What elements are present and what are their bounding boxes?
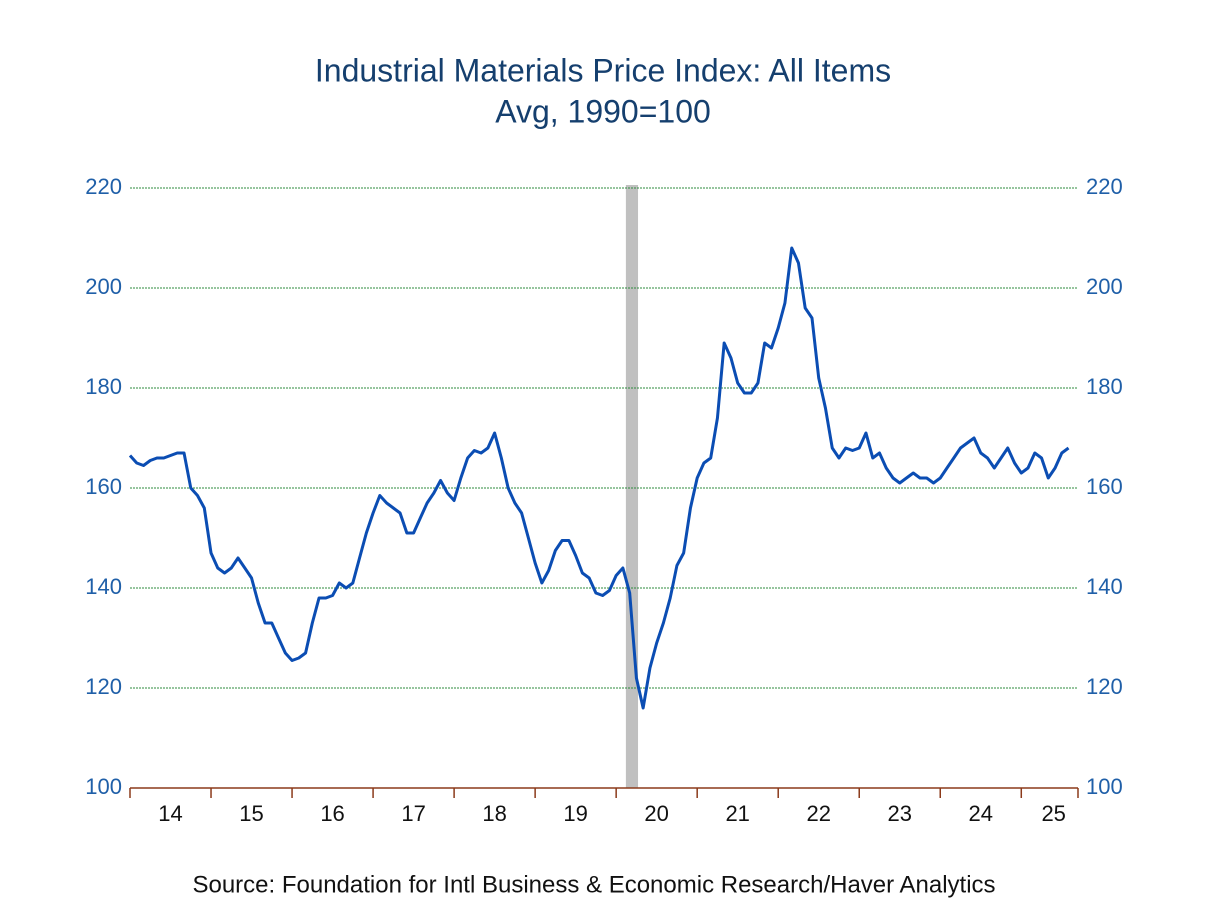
y2-tick-label: 100 <box>1086 774 1123 799</box>
y-tick-label: 200 <box>85 274 122 299</box>
y2-tick-label: 180 <box>1086 374 1123 399</box>
x-tick-label: 16 <box>320 801 344 826</box>
y-tick-label: 100 <box>85 774 122 799</box>
y-tick-label: 120 <box>85 674 122 699</box>
source-note: Source: Foundation for Intl Business & E… <box>192 871 995 898</box>
x-tick-label: 21 <box>725 801 749 826</box>
y-tick-label: 140 <box>85 574 122 599</box>
x-tick-label: 18 <box>482 801 506 826</box>
x-tick-label: 24 <box>969 801 993 826</box>
x-tick-label: 22 <box>806 801 830 826</box>
x-tick-label: 20 <box>644 801 668 826</box>
y2-tick-label: 140 <box>1086 574 1123 599</box>
y-tick-label: 180 <box>85 374 122 399</box>
x-tick-label: 25 <box>1041 801 1065 826</box>
x-tick-label: 14 <box>158 801 182 826</box>
chart-title: Industrial Materials Price Index: All It… <box>315 52 891 88</box>
y2-tick-label: 220 <box>1086 174 1123 199</box>
y2-tick-label: 160 <box>1086 474 1123 499</box>
y-tick-label: 220 <box>85 174 122 199</box>
y2-tick-label: 120 <box>1086 674 1123 699</box>
y-tick-label: 160 <box>85 474 122 499</box>
x-tick-label: 17 <box>401 801 425 826</box>
data-line <box>128 246 1070 710</box>
y2-tick-label: 200 <box>1086 274 1123 299</box>
chart-subtitle: Avg, 1990=100 <box>495 93 711 129</box>
x-tick-label: 15 <box>239 801 263 826</box>
recession-shading <box>625 185 639 788</box>
x-tick-label: 19 <box>563 801 587 826</box>
x-tick-label: 23 <box>888 801 912 826</box>
